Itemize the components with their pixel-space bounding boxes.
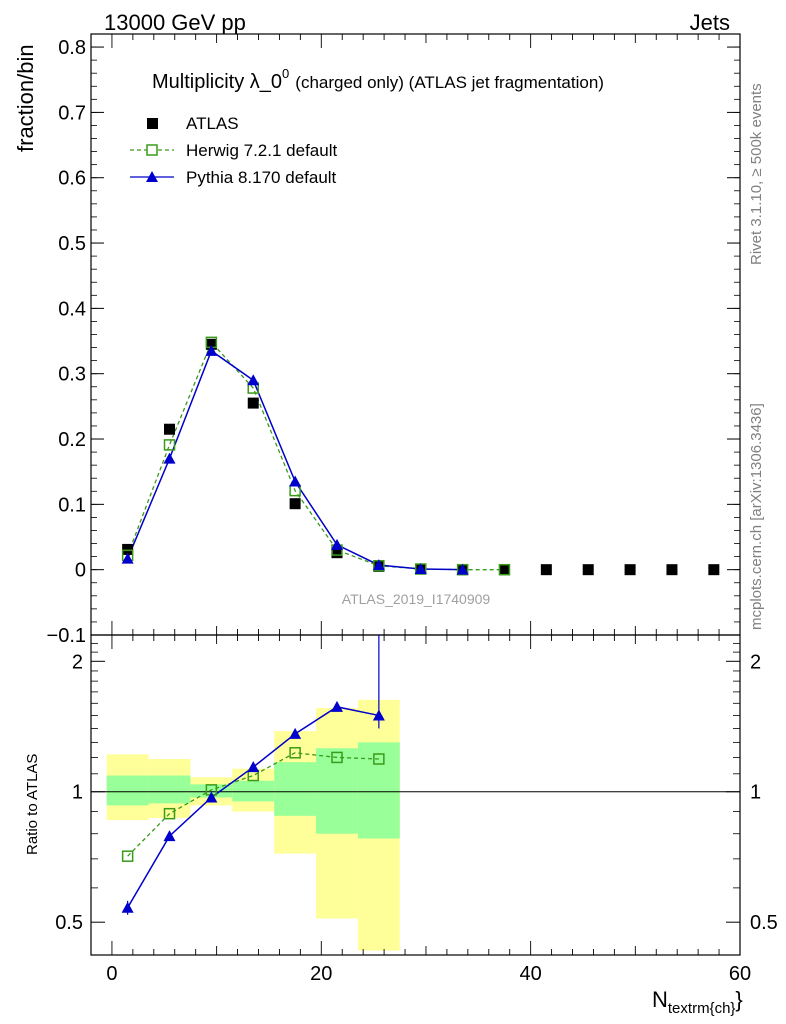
legend-marker-herwig [146,144,158,156]
pythia-point [372,559,385,571]
herwig-point [163,439,176,451]
energy-label: 13000 GeV pp [104,10,246,35]
atlas-point [122,543,134,555]
legend-label-herwig: Herwig 7.2.1 default [186,141,337,160]
main-y-tick-label: −0.1 [47,625,86,647]
legend-marker-pythia [146,171,158,182]
atlas-point [247,397,259,409]
x-tick-label: 60 [729,963,751,985]
pythia-point [247,374,260,386]
main-plot: −0.1 0 0.1 0.2 0.3 0.4 0.5 0.6 0.7 0.8 [47,33,741,647]
ratio-series [121,635,385,915]
ratio-bands [106,699,400,951]
pythia-ratio-point [205,791,218,803]
ratio-y-label: Ratio to ATLAS [24,754,41,855]
x-label-sub: textrm{ch} [668,1000,736,1017]
ratio-y-tick-label-right: 0.5 [750,912,778,934]
pythia-ratio-point [372,709,385,721]
ratio-band-inner-2 [190,784,233,798]
main-y-axis: −0.1 0 0.1 0.2 0.3 0.4 0.5 0.6 0.7 0.8 [47,37,740,647]
atlas-point [624,564,636,576]
ratio-band-inner-3 [232,780,275,802]
herwig-point [498,563,511,576]
pythia-point [289,475,302,487]
atlas-point [666,564,678,576]
ratio-band-inner-0 [106,775,149,806]
pythia-point [205,344,218,356]
atlas-point [164,423,176,435]
herwig-ratio-line [127,752,379,857]
ratio-plot-frame [90,634,741,956]
pythia-ratio-point [121,901,134,913]
ratio-y-tick-label: 0.5 [55,912,83,934]
analysis-watermark: ATLAS_2019_I1740909 [342,591,491,607]
herwig-ratio-point [289,747,301,759]
main-y-tick-label: 0 [75,560,86,582]
title-main: Multiplicity λ_0 [152,71,282,93]
main-y-tick-label: 0.2 [58,429,86,451]
atlas-point [708,564,720,576]
ratio-band-inner-1 [148,775,191,804]
x-tick-label: 40 [520,963,542,985]
mcplots-label: mcplots.cern.ch [arXiv:1306.3436] [748,403,765,630]
legend-label-atlas: ATLAS [186,114,239,133]
pythia-line [126,349,463,571]
rivet-label: Rivet 3.1.10, ≥ 500k events [748,83,765,265]
legend: ATLAS Herwig 7.2.1 default Pythia 8.170 … [130,114,337,187]
ratio-plot: 0.5 0.5 1 1 2 2 0 20 40 60 [55,634,778,985]
main-y-tick-label: 0.5 [58,233,86,255]
category-label: Jets [690,10,730,35]
main-y-tick-label: 0.4 [58,298,86,320]
ratio-frame-box [90,634,741,956]
herwig-ratio-point [373,753,385,765]
pythia-ratio-point [289,727,302,739]
ratio-band-inner-5 [316,748,358,834]
herwig-line [127,341,505,571]
pythia-ratio-point [247,761,260,773]
pythia-ratio-point [163,830,176,842]
herwig-ratio-point [163,807,176,820]
ratio-x-axis: 0 20 40 60 [90,635,751,985]
atlas-point [498,564,510,576]
main-y-tick-label: 0.1 [58,494,86,516]
pythia-ratio-point [330,700,343,712]
main-y-label: fraction/bin [13,44,38,152]
atlas-point [540,564,552,576]
x-label-close: } [735,987,742,1012]
title-suffix: (charged only) (ATLAS jet fragmentation) [295,73,604,92]
ratio-y-axis: 0.5 0.5 1 1 2 2 [55,642,778,934]
herwig-ratio-point [331,751,343,764]
pythia-point [163,452,176,464]
main-y-tick-label: 0.7 [58,102,86,124]
plot-title: Multiplicity λ_00 (charged only) (ATLAS j… [152,66,604,93]
main-x-axis [90,34,741,635]
ratio-band-inner-6 [357,742,400,839]
atlas-point [205,338,217,350]
main-y-tick-label: 0.6 [58,168,86,190]
ratio-band-inner-4 [274,762,317,816]
ratio-y-tick-label: 1 [72,782,83,804]
x-tick-label: 20 [310,963,332,985]
legend-label-pythia: Pythia 8.170 default [186,168,337,187]
pythia-point [456,563,469,575]
x-tick-label: 0 [106,963,117,985]
pythia-point [330,538,343,550]
atlas-point [582,564,594,576]
x-label-main: N [652,987,668,1012]
pythia-point [121,552,134,564]
main-y-tick-label: 0.3 [58,364,86,386]
ratio-y-tick-label-right: 1 [750,782,761,804]
atlas-point [331,547,343,559]
atlas-point [289,498,301,510]
main-y-tick-label: 0.8 [58,37,86,59]
x-axis-label: Ntextrm{ch}} [652,987,743,1017]
herwig-ratio-point [121,850,134,862]
title-sup: 0 [282,66,289,81]
legend-marker-atlas [147,118,158,129]
ratio-y-tick-label: 2 [72,651,83,673]
pythia-point [414,563,427,575]
main-series [121,336,720,576]
ratio-y-tick-label-right: 2 [750,651,761,673]
